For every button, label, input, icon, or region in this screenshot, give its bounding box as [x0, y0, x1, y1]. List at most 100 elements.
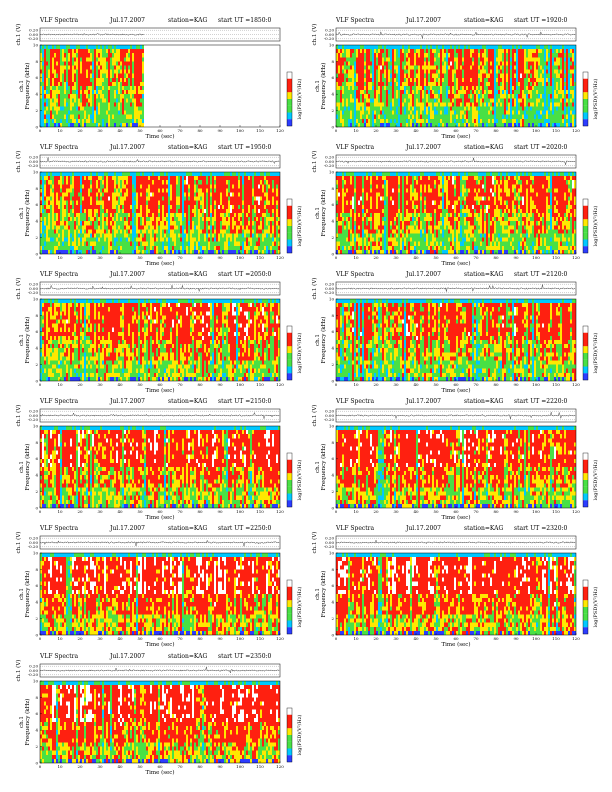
spectrogram-cell — [152, 213, 155, 222]
spectrogram-cell — [72, 213, 75, 238]
spectrogram-cell — [98, 172, 101, 177]
spectrogram-cell — [114, 176, 117, 189]
spectrogram-cell — [224, 225, 227, 230]
spectrogram-cell — [242, 172, 245, 185]
spectrogram-cell — [172, 213, 175, 218]
spectrogram-cell — [132, 122, 135, 128]
spectrogram-cell — [258, 196, 261, 205]
spectrogram-cell — [570, 98, 573, 103]
spectrogram-cell — [504, 200, 507, 205]
spectrogram-cell — [124, 172, 127, 177]
spectrogram-cell — [512, 229, 515, 234]
spectrogram-cell — [376, 49, 379, 54]
spectrogram-cell — [546, 249, 549, 255]
spectrogram-cell — [540, 73, 543, 82]
spectrogram-cell — [562, 245, 565, 250]
spectrogram-cell — [406, 57, 409, 62]
spectrogram-cell — [46, 65, 49, 78]
spectrogram-cell — [364, 90, 367, 95]
spectrogram-cell — [82, 327, 85, 332]
colorbar: log(PSD)(V²/Hz) — [286, 71, 303, 127]
spectrogram-cell — [46, 311, 49, 341]
spectrogram-cell — [482, 45, 485, 50]
spectrogram-cell — [342, 81, 345, 87]
spectrogram-cell — [412, 213, 415, 218]
spectrogram-cell — [468, 233, 471, 238]
spectrogram-cell — [574, 180, 577, 189]
spectrogram-cell — [242, 204, 245, 209]
spectrogram-cell — [448, 200, 451, 205]
spectrogram-cell — [238, 172, 241, 181]
spectrogram-cell — [396, 241, 399, 246]
spectrogram-cell — [352, 196, 355, 209]
spectrogram-cell — [526, 57, 529, 62]
spectrogram-cell — [346, 57, 349, 62]
spectrogram-cell — [550, 94, 553, 99]
spectrogram-cell — [572, 188, 575, 234]
spectrogram-cell — [90, 172, 93, 177]
spectrogram-cell — [502, 122, 505, 128]
spectrogram-cell — [182, 221, 185, 226]
spectrogram-cell — [514, 196, 517, 201]
spectrogram-cell — [172, 172, 175, 177]
spectrogram-cell — [90, 114, 93, 119]
spectrogram-cell — [62, 245, 65, 250]
spectrogram-cell — [492, 241, 495, 246]
spectrogram-cell — [500, 45, 503, 50]
spectrogram-cell — [102, 77, 105, 82]
spectrogram-cell — [402, 94, 405, 103]
spectrogram-cell — [40, 213, 43, 218]
spectrogram-cell — [422, 172, 425, 177]
spectrogram-cell — [458, 49, 461, 91]
spectrogram-cell — [496, 81, 499, 91]
spectrogram-cell — [388, 122, 391, 128]
spectrogram-cell — [344, 245, 347, 250]
spectrogram-cell — [192, 208, 195, 214]
spectrogram-cell — [354, 90, 357, 128]
spectrogram-cell — [428, 94, 431, 103]
spectrogram-cell — [520, 102, 523, 107]
spectrogram-cell — [176, 217, 179, 226]
spectrogram-cell — [518, 213, 521, 218]
spectrogram-cell — [60, 225, 63, 250]
spectrogram-cell — [116, 196, 119, 201]
spectrogram-cell — [80, 344, 83, 361]
spectrogram-cell — [400, 172, 403, 177]
spectrogram-cell — [384, 225, 387, 255]
spectrogram-cell — [62, 45, 65, 50]
spectrogram-cell — [212, 249, 215, 255]
waveform-tick-label: 0.20 — [29, 282, 38, 287]
spectrogram-cell — [548, 73, 551, 78]
spectrogram-cell — [356, 176, 359, 234]
spectrogram-cell — [472, 241, 475, 250]
spectrogram-cell — [402, 81, 405, 91]
spectrogram-cell — [414, 200, 417, 205]
spectrogram-cell — [348, 245, 351, 250]
spectrogram-cell — [90, 45, 93, 50]
spectrogram-cell — [366, 49, 369, 95]
spectrogram-cell — [80, 237, 83, 242]
spectrogram-cell — [78, 249, 81, 255]
spectrogram-cell — [384, 176, 387, 181]
spectrogram-cell — [504, 233, 507, 238]
spectrogram-cell — [562, 249, 565, 255]
spectrogram-cell — [514, 106, 517, 119]
spectrogram-cell — [52, 344, 55, 349]
spectrogram-cell — [496, 221, 499, 238]
spectrogram-cell — [498, 90, 501, 95]
spectrogram-cell — [500, 217, 503, 226]
spectrogram-cell — [574, 86, 577, 115]
spectrogram-cell — [410, 221, 413, 226]
spectrogram-cell — [58, 208, 61, 226]
spectrogram-cell — [252, 225, 255, 230]
colorbar-segment — [287, 239, 292, 247]
spectrogram-cell — [144, 249, 147, 255]
spectrogram-cell — [530, 98, 533, 103]
spectrogram-cell — [460, 204, 463, 209]
spectrogram-cell — [342, 69, 345, 74]
spectrogram-cell — [112, 77, 115, 82]
spectrogram-cell — [438, 69, 441, 74]
spectrogram-cell — [384, 184, 387, 201]
spectrogram-cell — [62, 225, 65, 230]
spectrogram-cell — [76, 122, 79, 128]
